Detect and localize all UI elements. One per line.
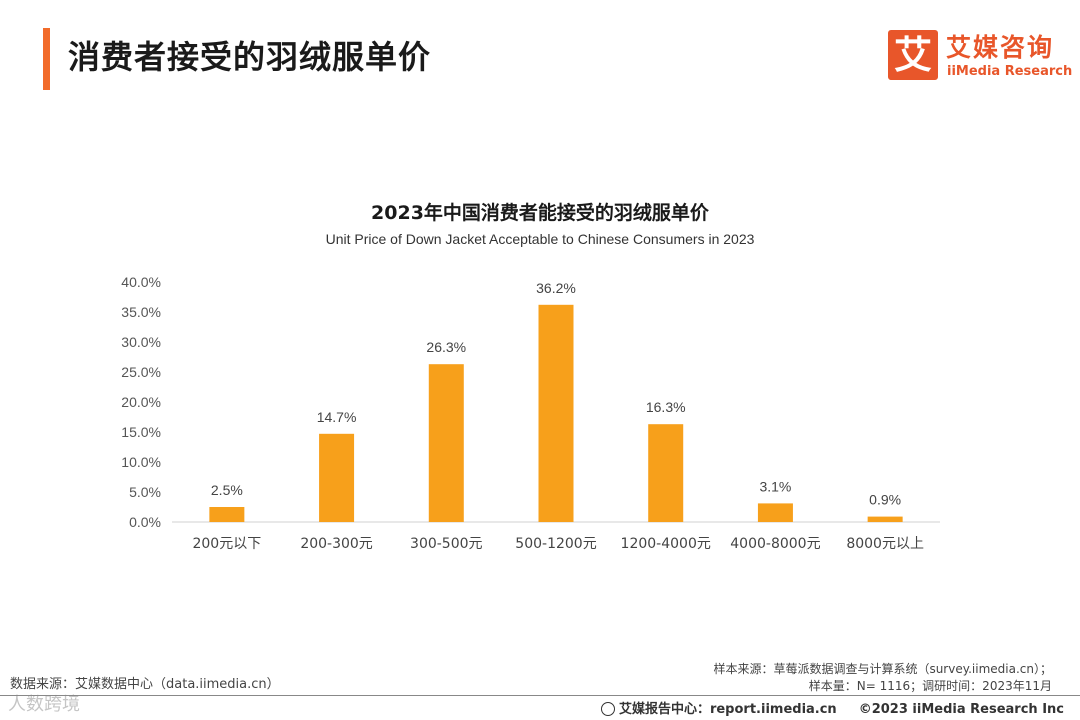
x-tick-label: 300-500元 bbox=[410, 536, 483, 552]
data-label: 26.3% bbox=[426, 339, 466, 355]
page-title: 消费者接受的羽绒服单价 bbox=[68, 38, 432, 76]
data-label: 3.1% bbox=[759, 478, 791, 494]
y-tick-label: 5.0% bbox=[129, 484, 161, 500]
footer-divider bbox=[0, 695, 1080, 696]
logo-en-text: iiMedia Research bbox=[947, 64, 1073, 79]
y-tick-label: 15.0% bbox=[121, 424, 161, 440]
bar bbox=[319, 433, 355, 522]
x-tick-label: 4000-8000元 bbox=[730, 536, 820, 552]
y-tick-label: 20.0% bbox=[121, 394, 161, 410]
x-tick-label: 200-300元 bbox=[300, 536, 373, 552]
y-tick-label: 35.0% bbox=[121, 304, 161, 320]
title-accent-bar bbox=[43, 28, 50, 90]
bar bbox=[648, 424, 684, 522]
logo-cn-text: 艾媒咨询 bbox=[946, 33, 1055, 62]
data-source-note: 数据来源：艾媒数据中心（data.iimedia.cn） bbox=[10, 677, 280, 692]
footer: 艾媒报告中心：report.iimedia.cn ©2023 iiMedia Re… bbox=[600, 698, 1064, 717]
report-center-link[interactable]: 艾媒报告中心：report.iimedia.cn bbox=[618, 702, 837, 717]
data-label: 2.5% bbox=[211, 482, 243, 498]
x-tick-label: 8000元以上 bbox=[846, 536, 924, 552]
bar bbox=[428, 364, 464, 522]
data-label: 0.9% bbox=[869, 492, 901, 508]
bar bbox=[538, 304, 574, 522]
watermark: 人数跨境 bbox=[8, 694, 80, 715]
copyright: ©2023 iiMedia Research Inc bbox=[858, 702, 1064, 717]
x-tick-label: 200元以下 bbox=[192, 536, 261, 552]
data-label: 14.7% bbox=[317, 409, 357, 425]
y-tick-label: 30.0% bbox=[121, 334, 161, 350]
sample-size-note: 样本量：N= 1116；调研时间：2023年11月 bbox=[808, 679, 1052, 693]
data-label: 16.3% bbox=[646, 399, 686, 415]
chart-title: 2023年中国消费者能接受的羽绒服单价 bbox=[371, 202, 709, 224]
y-tick-label: 10.0% bbox=[121, 454, 161, 470]
bar bbox=[209, 507, 245, 522]
y-tick-label: 25.0% bbox=[121, 364, 161, 380]
globe-icon bbox=[600, 702, 615, 716]
sample-source-note: 样本来源：草莓派数据调查与计算系统（survey.iimedia.cn）； bbox=[713, 662, 1052, 676]
x-tick-label: 500-1200元 bbox=[515, 536, 596, 552]
x-tick-label: 1200-4000元 bbox=[621, 536, 711, 552]
y-tick-label: 0.0% bbox=[129, 514, 161, 530]
logo: 艾 艾媒咨询 iiMedia Research bbox=[888, 30, 1072, 84]
bar bbox=[867, 516, 903, 522]
chart-subtitle: Unit Price of Down Jacket Acceptable to … bbox=[325, 231, 755, 247]
data-label: 36.2% bbox=[536, 280, 576, 296]
y-tick-label: 40.0% bbox=[121, 274, 161, 290]
bar bbox=[757, 503, 793, 522]
logo-mark-icon: 艾 bbox=[888, 30, 938, 80]
